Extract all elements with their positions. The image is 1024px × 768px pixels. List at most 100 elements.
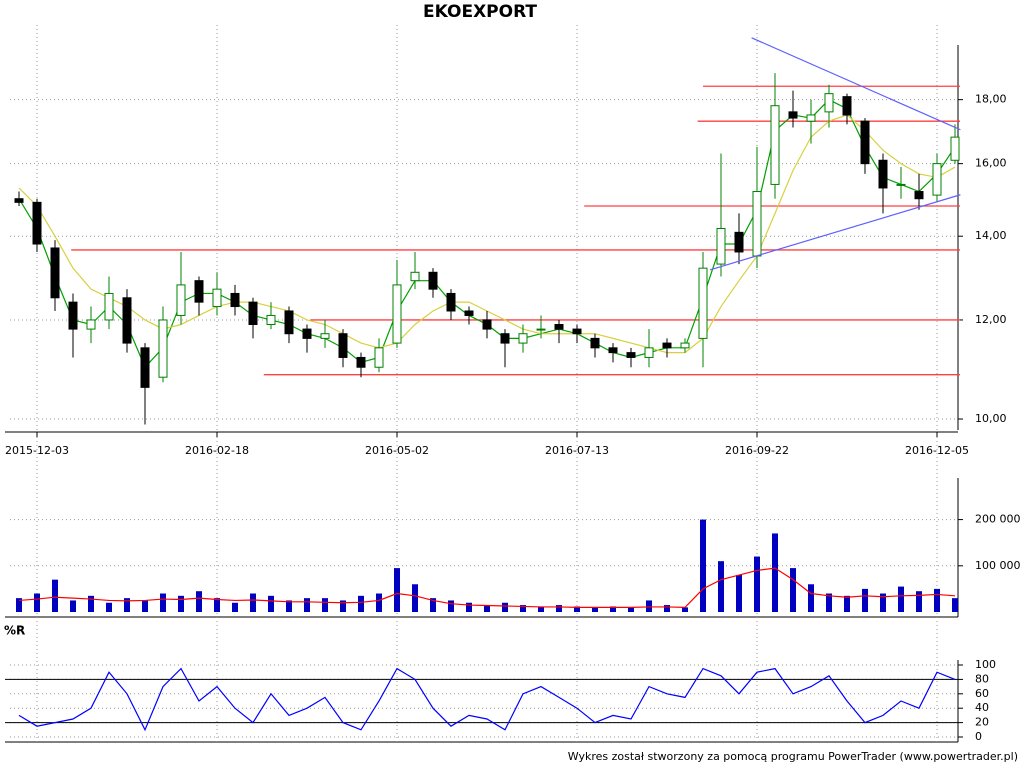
volume-bar xyxy=(520,605,526,612)
candle-body xyxy=(698,267,708,339)
williams-r-line xyxy=(18,667,956,732)
candle-body xyxy=(824,93,834,113)
volume-bar xyxy=(556,605,562,612)
trend-line xyxy=(710,194,961,271)
volume-bar xyxy=(502,602,508,612)
volume-bar xyxy=(916,591,922,612)
volume-bar xyxy=(124,598,130,612)
candle-body xyxy=(158,319,168,378)
y-tick-label: 200 000 xyxy=(975,513,1021,526)
volume-bar xyxy=(718,561,724,612)
candle-body xyxy=(464,310,474,316)
candle-body xyxy=(302,328,312,339)
candle-body xyxy=(806,114,816,122)
y-tick-label: 40 xyxy=(975,701,989,714)
candle-body xyxy=(932,163,942,196)
candle-body xyxy=(104,292,114,321)
x-tick-label: 2016-05-02 xyxy=(365,444,429,457)
volume-bar xyxy=(610,606,616,612)
volume-bar xyxy=(376,593,382,612)
candle-body xyxy=(248,301,258,326)
y-tick-label: 0 xyxy=(975,730,982,743)
volume-bar xyxy=(412,584,418,612)
candle-body xyxy=(284,310,294,335)
candle-body xyxy=(410,271,420,282)
candle-body xyxy=(842,96,852,116)
x-tick-label: 2015-12-03 xyxy=(5,444,69,457)
volume-bar xyxy=(898,586,904,612)
volume-bar xyxy=(70,600,76,612)
volume-bar xyxy=(286,600,292,612)
candle-body xyxy=(68,301,78,330)
candle-body xyxy=(680,342,690,349)
chart-title: EKOEXPORT xyxy=(423,2,537,22)
volume-bar xyxy=(646,600,652,612)
candle-body xyxy=(752,191,762,257)
volume-bar xyxy=(268,595,274,612)
volume-bar xyxy=(214,598,220,612)
volume-bar xyxy=(358,595,364,612)
volume-bar xyxy=(808,584,814,612)
volume-bar xyxy=(952,598,958,612)
candle-body xyxy=(770,105,780,185)
volume-bar xyxy=(538,606,544,612)
candle-body xyxy=(896,183,906,186)
volume-bar xyxy=(934,588,940,612)
candle-body xyxy=(788,111,798,119)
candle-body xyxy=(122,297,132,344)
candle-body xyxy=(320,333,330,339)
volume-bar xyxy=(430,598,436,612)
candle-body xyxy=(392,284,402,344)
candle-body xyxy=(194,280,204,303)
candle-body xyxy=(626,352,636,358)
indicator-title: %R xyxy=(4,624,25,638)
candle-body xyxy=(590,337,600,349)
candle-body xyxy=(446,292,456,312)
volume-bar xyxy=(160,593,166,612)
y-tick-label: 20 xyxy=(975,716,989,729)
candle-body xyxy=(644,347,654,358)
candle-body xyxy=(608,347,618,354)
volume-bar xyxy=(178,595,184,612)
volume-bar xyxy=(574,606,580,612)
candle-body xyxy=(140,347,150,388)
candle-body xyxy=(518,333,528,344)
candle-body xyxy=(734,231,744,253)
candle-body xyxy=(14,198,24,203)
candle-body xyxy=(50,247,60,299)
candle-body xyxy=(950,136,960,161)
candle-body xyxy=(428,271,438,290)
volume-bar xyxy=(700,519,706,612)
volume-bar xyxy=(106,602,112,612)
candle-body xyxy=(500,333,510,344)
volume-bar xyxy=(592,607,598,612)
candle-body xyxy=(914,191,924,200)
candle-body xyxy=(482,319,492,330)
volume-bar xyxy=(88,595,94,612)
candle-body xyxy=(662,342,672,349)
x-tick-label: 2016-09-22 xyxy=(725,444,789,457)
volume-bar xyxy=(682,607,688,612)
volume-bar xyxy=(232,602,238,612)
volume-bar xyxy=(16,598,22,612)
volume-bar xyxy=(304,598,310,612)
volume-bar xyxy=(196,591,202,612)
volume-bar xyxy=(340,600,346,612)
volume-average xyxy=(18,567,956,608)
volume-bar xyxy=(322,598,328,612)
volume-bar xyxy=(772,533,778,612)
volume-bar xyxy=(484,605,490,612)
candle-body xyxy=(86,319,96,330)
candle-body xyxy=(32,201,42,245)
volume-bar xyxy=(844,595,850,612)
y-tick-label: 10,00 xyxy=(975,412,1007,425)
candle-body xyxy=(230,292,240,308)
candle-body xyxy=(716,227,726,265)
footer: Wykres został stworzony za pomocą progra… xyxy=(568,750,1018,763)
volume-bar xyxy=(34,593,40,612)
volume-bar xyxy=(394,568,400,612)
candle-body xyxy=(176,284,186,316)
candle-body xyxy=(356,356,366,368)
candle-body xyxy=(338,333,348,358)
